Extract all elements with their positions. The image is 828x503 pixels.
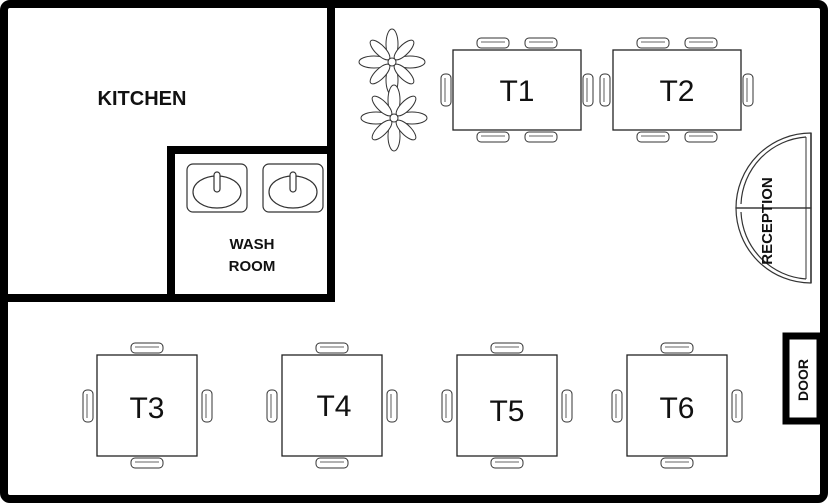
- table-label: T6: [659, 392, 694, 425]
- chair-icon: [582, 73, 594, 107]
- table-t5[interactable]: T5: [441, 342, 573, 469]
- table-label: T2: [659, 75, 694, 108]
- chair-icon: [731, 389, 743, 423]
- chair-icon: [611, 389, 623, 423]
- chair-icon: [636, 37, 670, 49]
- door-icon[interactable]: DOOR: [782, 332, 824, 425]
- chair-icon: [266, 389, 278, 423]
- chair-icon: [386, 389, 398, 423]
- table-t1[interactable]: T1: [440, 37, 594, 143]
- wash-room-label-line1: WASH: [230, 236, 275, 253]
- reception-label: RECEPTION: [759, 177, 776, 265]
- plant-icon: [358, 28, 426, 96]
- table-t4[interactable]: T4: [266, 342, 398, 469]
- sink-icon: [262, 163, 324, 213]
- door-label: DOOR: [795, 359, 811, 401]
- chair-icon: [524, 131, 558, 143]
- table-label: T4: [316, 390, 351, 423]
- chair-icon: [315, 342, 349, 354]
- chair-icon: [490, 457, 524, 469]
- table-t3[interactable]: T3: [82, 342, 213, 469]
- chair-icon: [524, 37, 558, 49]
- chair-icon: [315, 457, 349, 469]
- chair-icon: [684, 131, 718, 143]
- chair-icon: [660, 342, 694, 354]
- chair-icon: [82, 389, 94, 423]
- chair-icon: [130, 457, 164, 469]
- chair-icon: [490, 342, 524, 354]
- table-label: T5: [489, 395, 524, 428]
- chair-icon: [660, 457, 694, 469]
- chair-icon: [130, 342, 164, 354]
- chair-icon: [440, 73, 452, 107]
- kitchen-walls: [4, 4, 335, 302]
- chair-icon: [201, 389, 213, 423]
- reception-desk: [735, 132, 812, 284]
- chair-icon: [684, 37, 718, 49]
- table-t2[interactable]: T2: [599, 37, 754, 143]
- table-label: T1: [499, 75, 534, 108]
- chair-icon: [636, 131, 670, 143]
- chair-icon: [742, 73, 754, 107]
- chair-icon: [561, 389, 573, 423]
- kitchen-label: KITCHEN: [98, 88, 187, 110]
- chair-icon: [476, 37, 510, 49]
- wash-room-label-line2: ROOM: [229, 258, 276, 275]
- chair-icon: [441, 389, 453, 423]
- table-label: T3: [129, 392, 164, 425]
- plant-icon: [360, 84, 428, 152]
- chair-icon: [599, 73, 611, 107]
- sink-icon: [186, 163, 248, 213]
- table-t6[interactable]: T6: [611, 342, 743, 469]
- chair-icon: [476, 131, 510, 143]
